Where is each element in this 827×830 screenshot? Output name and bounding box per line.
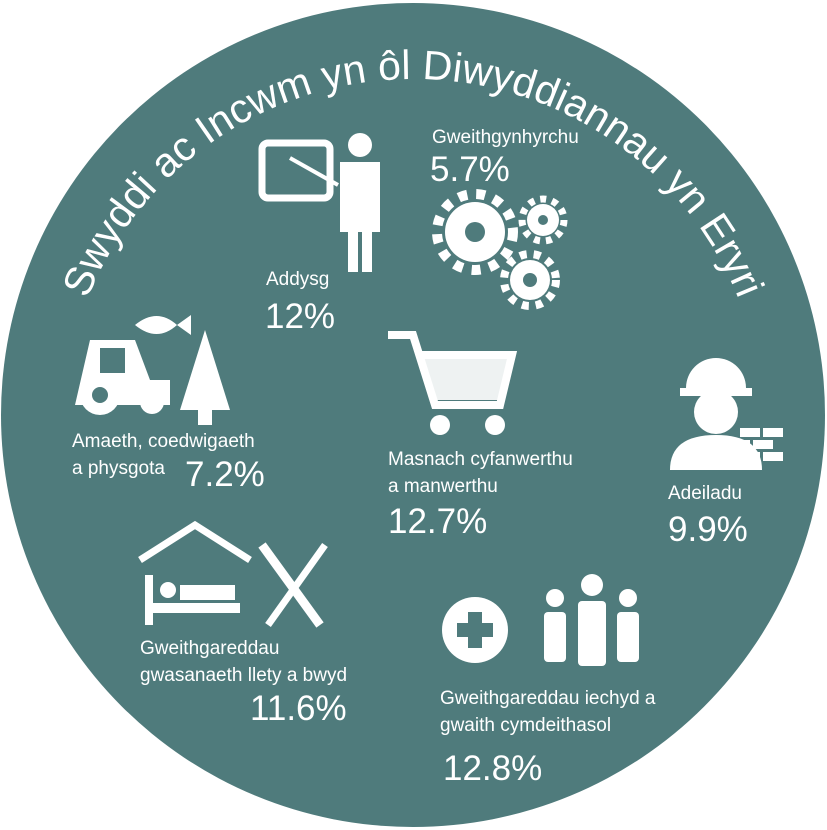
agriculture-icon bbox=[75, 315, 230, 425]
sector-label: Addysg bbox=[266, 269, 329, 290]
sector-value: 12.7% bbox=[388, 502, 487, 541]
sector-label: Masnach cyfanwerthu bbox=[388, 449, 573, 470]
sector-label: a manwerthu bbox=[388, 476, 498, 497]
sector-label: gwasanaeth llety a bwyd bbox=[140, 665, 347, 686]
education-icon bbox=[258, 133, 380, 272]
sector-value: 11.6% bbox=[250, 689, 347, 728]
accommodation-icon bbox=[138, 520, 328, 628]
sector-value: 5.7% bbox=[430, 150, 510, 189]
construction-icon bbox=[670, 358, 783, 470]
sector-label: Gweithgareddau bbox=[140, 638, 279, 659]
sector-label: gwaith cymdeithasol bbox=[440, 715, 611, 736]
gears-icon bbox=[432, 189, 568, 310]
sector-value: 12% bbox=[265, 297, 335, 336]
sector-label: Adeiladu bbox=[668, 483, 742, 504]
health-icon bbox=[442, 574, 639, 666]
sector-value: 7.2% bbox=[185, 455, 265, 494]
sector-value: 9.9% bbox=[668, 510, 748, 549]
sector-label: Amaeth, coedwigaeth bbox=[72, 431, 255, 452]
sector-label: a physgota bbox=[72, 458, 165, 479]
sector-label: Gweithgynhyrchu bbox=[432, 127, 579, 148]
sector-value: 12.8% bbox=[443, 749, 542, 788]
sector-label: Gweithgareddau iechyd a bbox=[440, 688, 656, 709]
cart-icon bbox=[388, 331, 518, 435]
